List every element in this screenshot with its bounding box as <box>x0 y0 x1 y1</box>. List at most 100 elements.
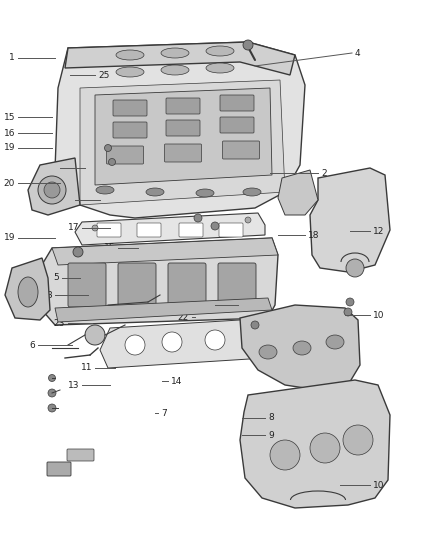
Text: 2: 2 <box>321 168 327 177</box>
Polygon shape <box>28 158 80 215</box>
Text: 19: 19 <box>4 143 15 152</box>
Text: 16: 16 <box>4 128 15 138</box>
Polygon shape <box>55 42 305 218</box>
Ellipse shape <box>18 277 38 307</box>
Polygon shape <box>240 380 390 508</box>
Text: 10: 10 <box>373 311 385 319</box>
Circle shape <box>346 298 354 306</box>
FancyBboxPatch shape <box>113 122 147 138</box>
Circle shape <box>310 433 340 463</box>
Polygon shape <box>5 258 50 320</box>
Ellipse shape <box>196 189 214 197</box>
Circle shape <box>343 425 373 455</box>
FancyBboxPatch shape <box>47 462 71 476</box>
Text: 10: 10 <box>373 481 385 489</box>
FancyBboxPatch shape <box>223 141 259 159</box>
Polygon shape <box>55 298 272 322</box>
Circle shape <box>44 182 60 198</box>
Text: 18: 18 <box>308 230 319 239</box>
Ellipse shape <box>116 67 144 77</box>
Circle shape <box>245 217 251 223</box>
Ellipse shape <box>161 65 189 75</box>
Circle shape <box>162 332 182 352</box>
Circle shape <box>211 222 219 230</box>
FancyBboxPatch shape <box>118 263 156 307</box>
Circle shape <box>85 325 105 345</box>
Ellipse shape <box>259 345 277 359</box>
FancyBboxPatch shape <box>220 95 254 111</box>
FancyBboxPatch shape <box>166 98 200 114</box>
Text: 15: 15 <box>103 244 115 253</box>
Circle shape <box>49 375 56 382</box>
Text: 7: 7 <box>161 408 167 417</box>
FancyBboxPatch shape <box>165 144 201 162</box>
FancyBboxPatch shape <box>137 223 161 237</box>
Ellipse shape <box>116 50 144 60</box>
Polygon shape <box>100 318 278 368</box>
Text: 19: 19 <box>4 233 15 243</box>
FancyBboxPatch shape <box>220 117 254 133</box>
Circle shape <box>125 335 145 355</box>
Text: 6: 6 <box>29 341 35 350</box>
FancyBboxPatch shape <box>68 263 106 307</box>
Text: 24: 24 <box>61 196 72 205</box>
Circle shape <box>38 176 66 204</box>
FancyBboxPatch shape <box>219 223 243 237</box>
Circle shape <box>270 440 300 470</box>
Circle shape <box>251 321 259 329</box>
Polygon shape <box>240 305 360 390</box>
Polygon shape <box>310 168 390 272</box>
Polygon shape <box>278 170 318 215</box>
Circle shape <box>109 158 116 166</box>
Text: 23: 23 <box>53 319 65 327</box>
Circle shape <box>48 404 56 412</box>
Ellipse shape <box>146 188 164 196</box>
FancyBboxPatch shape <box>113 100 147 116</box>
Circle shape <box>243 40 253 50</box>
FancyBboxPatch shape <box>97 223 121 237</box>
FancyBboxPatch shape <box>218 263 256 307</box>
Ellipse shape <box>293 341 311 355</box>
Text: 5: 5 <box>53 273 59 282</box>
Polygon shape <box>65 42 295 75</box>
Text: 20: 20 <box>4 179 15 188</box>
Text: 17: 17 <box>67 223 79 232</box>
Circle shape <box>105 144 112 151</box>
Ellipse shape <box>161 48 189 58</box>
Text: 25: 25 <box>98 70 110 79</box>
Text: 12: 12 <box>373 227 385 236</box>
Text: 21: 21 <box>46 164 57 173</box>
Polygon shape <box>40 238 278 325</box>
Circle shape <box>92 225 98 231</box>
Text: 13: 13 <box>67 381 79 390</box>
Ellipse shape <box>206 46 234 56</box>
Text: 14: 14 <box>171 376 182 385</box>
Ellipse shape <box>206 63 234 73</box>
Circle shape <box>346 259 364 277</box>
Text: 22: 22 <box>241 301 252 310</box>
Text: 3: 3 <box>46 290 52 300</box>
Circle shape <box>73 247 83 257</box>
FancyBboxPatch shape <box>166 120 200 136</box>
FancyBboxPatch shape <box>179 223 203 237</box>
Text: 22: 22 <box>178 312 189 321</box>
Ellipse shape <box>243 188 261 196</box>
Circle shape <box>48 389 56 397</box>
Circle shape <box>205 330 225 350</box>
Polygon shape <box>80 80 285 205</box>
Circle shape <box>344 308 352 316</box>
FancyBboxPatch shape <box>67 449 94 461</box>
Ellipse shape <box>326 335 344 349</box>
Text: 11: 11 <box>81 364 92 373</box>
Text: 8: 8 <box>268 414 274 423</box>
FancyBboxPatch shape <box>106 146 144 164</box>
Circle shape <box>242 326 262 346</box>
Text: 9: 9 <box>268 431 274 440</box>
Circle shape <box>194 214 202 222</box>
Ellipse shape <box>96 186 114 194</box>
Polygon shape <box>75 213 265 245</box>
Text: 4: 4 <box>355 49 360 58</box>
Polygon shape <box>95 88 272 185</box>
FancyBboxPatch shape <box>168 263 206 307</box>
Text: 1: 1 <box>9 53 15 62</box>
